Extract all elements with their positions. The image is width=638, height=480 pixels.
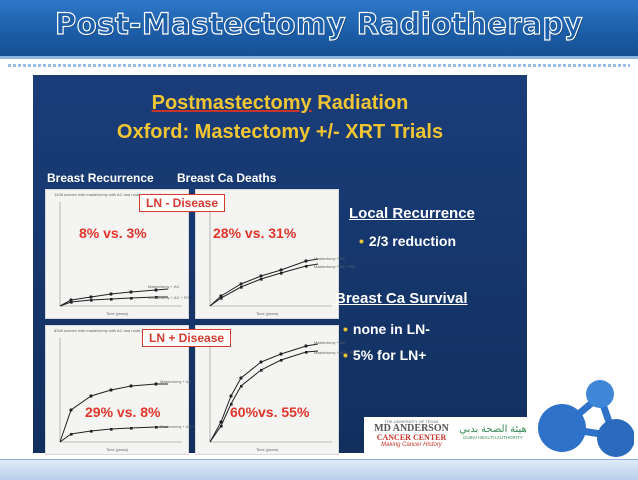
slide-title-rest: Radiation (311, 92, 409, 114)
ln-positive-label: LN + Disease (142, 329, 232, 347)
x-axis-label: Time (years) (256, 311, 279, 316)
column-label-recurrence: Breast Recurrence (47, 171, 154, 185)
stat-ln-neg-mortality: 28% vs. 31% (213, 225, 297, 241)
local-recurrence-heading: Local Recurrence (349, 205, 475, 222)
header-bar: Post-Mastectomy Radiotherapy (0, 0, 638, 59)
footer-bar (0, 459, 638, 480)
logo-text: THE UNIVERSITY OF TEXAS (384, 419, 439, 424)
plot-lines (209, 338, 332, 443)
legend-label: Mastectomy + AC + RT (314, 264, 356, 269)
slide-title-line2: Oxford: Mastectomy +/- XRT Trials (116, 121, 444, 143)
logo-text: MD ANDERSON (374, 423, 449, 434)
plot-lines (59, 202, 182, 307)
legend-label: Mastectomy + AC + RT (314, 350, 356, 355)
logo-text: CANCER CENTER (376, 433, 447, 442)
bullet-text: 2/3 reduction (368, 233, 457, 249)
title-divider (8, 64, 630, 67)
bullet-reduction: • 2/3 reduction (359, 233, 457, 249)
plot-header: 1428 women with mastectomy with AC and n… (54, 192, 172, 197)
x-axis-label: Time (years) (106, 447, 129, 452)
ln-negative-label: LN - Disease (139, 194, 226, 212)
slide-title-line1: Postmastectomy Radiation (33, 92, 527, 115)
survival-heading: Breast Ca Survival (335, 290, 468, 307)
bullet-text: 5% for LN+ (352, 347, 427, 363)
bullet-text: none in LN- (352, 321, 430, 337)
plot-lines (209, 202, 332, 307)
legend-label: Mastectomy + AC (148, 284, 180, 289)
slide-title-word: Postmastectomy (151, 92, 312, 114)
legend-label: Mastectomy + AC (160, 379, 192, 384)
page-title: Post-Mastectomy Radiotherapy (54, 6, 583, 41)
legend-label: Mastectomy + AC (314, 340, 346, 345)
molecule-network-icon (538, 380, 634, 457)
bullet-ln-pos: • 5% for LN+ (343, 347, 427, 363)
slide-image: Postmastectomy Radiation Oxford: Mastect… (33, 75, 527, 455)
legend-label: Mastectomy + AC + RT (148, 295, 190, 300)
md-anderson-logo: THE UNIVERSITY OF TEXAS MD ANDERSON CANC… (364, 417, 459, 453)
stat-ln-pos-recurrence: 29% vs. 8% (85, 404, 161, 420)
column-label-deaths: Breast Ca Deaths (177, 171, 277, 185)
x-axis-label: Time (years) (106, 311, 129, 316)
legend-label: Mastectomy + AC (314, 256, 346, 261)
logo-text: DUBAI HEALTH AUTHORITY (463, 435, 523, 440)
legend-label: Mastectomy + AC + RT (160, 424, 202, 429)
stat-ln-pos-mortality: 60%vs. 55% (230, 404, 310, 420)
logo-text: هيئة الصحة بدبي (459, 424, 527, 435)
bullet-ln-neg: • none in LN- (343, 321, 430, 337)
logo-text: Making Cancer History (381, 442, 442, 448)
x-axis-label: Time (years) (256, 447, 279, 452)
plot-lines (59, 338, 182, 443)
stat-ln-neg-recurrence: 8% vs. 3% (79, 225, 147, 241)
plot-header: 8345 women with mastectomy with AC and n… (54, 328, 171, 333)
dubai-health-logo: هيئة الصحة بدبي DUBAI HEALTH AUTHORITY (459, 417, 527, 453)
